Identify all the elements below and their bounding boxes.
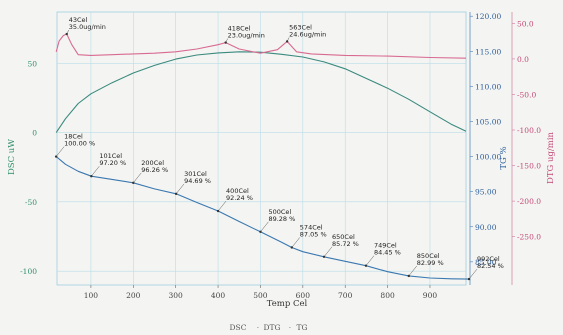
annotation-label: 418Cel — [228, 25, 251, 33]
x-tick-label: 900 — [423, 291, 438, 300]
x-tick-label: 500 — [253, 291, 268, 300]
tg-tick-label: 100.00 — [475, 153, 501, 162]
annotation-marker — [259, 230, 262, 234]
x-tick-label: 200 — [126, 291, 141, 300]
legend-separator: · — [257, 323, 259, 332]
annotation-marker — [65, 32, 68, 36]
annotation-value: 89.28 % — [268, 215, 295, 223]
legend-separator: · — [289, 323, 291, 332]
annotation-leader — [91, 166, 100, 177]
tg-tick-label: 85.00 — [475, 258, 497, 267]
annotation-marker — [467, 277, 471, 281]
dsc-tick-label: 50 — [27, 59, 37, 68]
annotation-label: 563Cel — [289, 23, 312, 31]
x-tick-label: 700 — [338, 291, 353, 300]
annotation-value: 92.24 % — [226, 194, 253, 202]
annotation-label: 992Cel — [477, 255, 500, 263]
annotation-leader — [133, 172, 142, 183]
annotation-value: 94.69 % — [184, 177, 211, 185]
annotation-leader — [408, 265, 417, 277]
annotation-label: 200Cel — [141, 159, 164, 167]
annotation-value: 23.0ug/min — [228, 32, 265, 40]
dtg-tick-label: 0.0 — [517, 55, 529, 64]
annotation-marker — [224, 41, 227, 44]
axes-layer: 100 200 300 400 500 600 700 800 900500-50-100120… — [20, 12, 541, 300]
annotation-leader — [217, 200, 227, 212]
annotation-marker — [364, 264, 368, 267]
tg-tick-label: 90.00 — [475, 223, 497, 232]
annotation-marker — [216, 209, 220, 213]
annotation-value: 35.0ug/min — [69, 23, 106, 31]
annotation-value: 87.05 % — [300, 230, 327, 238]
annotation-value: 82.99 % — [417, 259, 444, 267]
annotation-label: 574Cel — [300, 223, 323, 231]
x-axis-label: Temp Cel — [267, 299, 308, 309]
dtg-tick-label: -150.0 — [517, 162, 541, 171]
annotation-value: 97.20 % — [99, 159, 126, 167]
dtg-tick-label: -200.0 — [517, 197, 541, 206]
legend-item-dtg: DTG — [263, 323, 280, 332]
x-tick-label: 600 — [296, 291, 311, 300]
annotation-leader — [365, 255, 375, 266]
tg-tick-label: 120.00 — [475, 12, 501, 21]
dtg-tick-label: -50.0 — [517, 90, 536, 99]
annotation-label: 301Cel — [184, 170, 207, 178]
dtg-tick-label: -250.0 — [517, 233, 541, 242]
annotation-label: 500Cel — [268, 208, 291, 216]
annotation-value: 85.72 % — [332, 240, 359, 248]
x-tick-label: 100 — [84, 291, 99, 300]
annotation-leader — [175, 183, 185, 194]
annotation-marker — [322, 255, 326, 258]
dsc-tick-label: -100 — [20, 267, 37, 276]
series-line-dsc — [55, 51, 467, 133]
annotation-value: 100.00 % — [64, 140, 95, 148]
legend-item-tg: TG — [297, 323, 308, 332]
annotation-value: 84.45 % — [374, 249, 401, 257]
dsc-axis-label: DSC uW — [7, 139, 17, 175]
legend-item-dsc: DSC — [230, 323, 247, 332]
annotation-leader — [291, 237, 300, 248]
dsc-tick-label: -50 — [25, 198, 37, 207]
annotation-marker — [407, 274, 410, 278]
dtg-tick-label: -100.0 — [517, 126, 541, 135]
tg-axis-label: TG % — [499, 146, 509, 169]
plot-frame — [56, 11, 467, 286]
tg-tick-label: 105.00 — [475, 117, 501, 126]
tg-tick-label: 95.00 — [475, 188, 497, 197]
annotation-marker — [54, 155, 58, 158]
annotation-leader — [468, 268, 478, 280]
annotation-value: 24.6ug/min — [289, 30, 326, 38]
x-tick-label: 400 — [211, 291, 226, 300]
annotation-value: 82.54 % — [477, 262, 504, 270]
annotation-marker — [290, 246, 294, 249]
annotation-label: 650Cel — [332, 233, 355, 241]
x-tick-label: 300 — [169, 291, 184, 300]
annotation-label: 850Cel — [417, 252, 440, 260]
annotation-value: 96.26 % — [141, 166, 168, 174]
dtg-tick-label: 50.0 — [517, 19, 534, 28]
annotation-leader — [55, 146, 65, 157]
legend: DSC · DTG · TG — [230, 323, 308, 332]
dtg-axis-label: DTG ug/min — [546, 131, 556, 184]
annotation-marker — [90, 175, 93, 178]
series-line-dtg — [55, 33, 467, 59]
annotation-marker — [132, 181, 135, 185]
annotation-leader — [323, 246, 333, 257]
annotation-label: 18Cel — [64, 133, 83, 141]
annotation-label: 101Cel — [99, 152, 122, 160]
annotation-marker — [174, 192, 178, 196]
annotation-label: 400Cel — [226, 187, 249, 195]
annotation-marker — [285, 40, 289, 43]
annotation-label: 749Cel — [374, 242, 397, 250]
annotation-label: 43Cel — [69, 16, 88, 24]
annotation-leader — [260, 221, 269, 232]
dsc-tick-label: 0 — [32, 129, 37, 138]
x-tick-label: 800 — [380, 291, 395, 300]
tg-tick-label: 110.00 — [475, 82, 501, 91]
tg-tick-label: 115.00 — [475, 47, 501, 56]
